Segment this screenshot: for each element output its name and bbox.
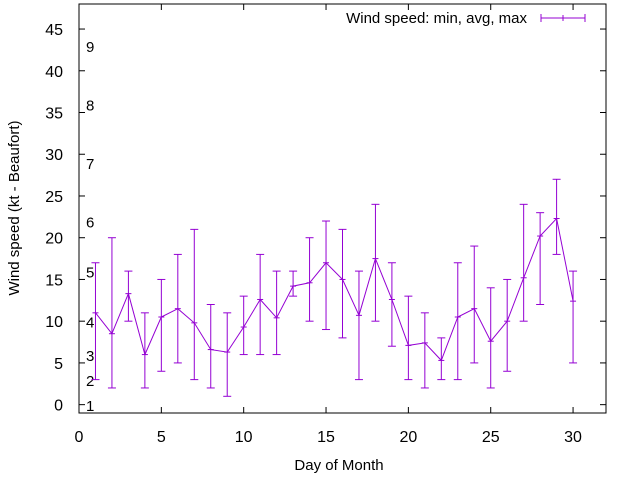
beaufort-label: 8 (86, 98, 94, 115)
y-axis-label: Wind speed (kt - Beaufort) (6, 120, 23, 295)
beaufort-label: 5 (86, 264, 94, 281)
y-tick-label: 40 (45, 64, 63, 81)
legend-label: Wind speed: min, avg, max (346, 10, 527, 27)
y-tick-label: 45 (45, 22, 63, 39)
x-tick-label: 5 (157, 429, 166, 446)
plot-frame (78, 3, 607, 414)
x-tick-label: 0 (75, 429, 84, 446)
y-tick-label: 10 (45, 314, 63, 331)
y-tick-label: 20 (45, 231, 63, 248)
beaufort-scale: 1 2 3 4 5 6 7 8 9 (86, 39, 94, 415)
x-tick-label: 15 (317, 429, 335, 446)
x-axis-label: Day of Month (294, 457, 383, 474)
x-tick-label: 30 (564, 429, 582, 446)
y-tick-label: 5 (54, 356, 63, 373)
beaufort-label: 3 (86, 348, 94, 365)
beaufort-label: 4 (86, 315, 94, 332)
x-tick-label: 10 (235, 429, 253, 446)
beaufort-label: 6 (86, 214, 94, 231)
beaufort-label: 1 (86, 398, 94, 415)
y-tick-label: 35 (45, 106, 63, 123)
beaufort-label: 9 (86, 39, 94, 56)
y-tick-label: 30 (45, 147, 63, 164)
beaufort-label: 7 (86, 156, 94, 173)
y-tick-label: 0 (54, 398, 63, 415)
legend: Wind speed: min, avg, max (346, 10, 586, 27)
x-axis: 0 5 10 15 20 25 30 (75, 4, 582, 446)
avg-line (95, 217, 574, 362)
x-tick-label: 25 (482, 429, 500, 446)
x-tick-label: 20 (399, 429, 417, 446)
beaufort-label: 2 (86, 373, 94, 390)
y-tick-label: 15 (45, 272, 63, 289)
series-layer (91, 178, 578, 397)
y-tick-label: 25 (45, 189, 63, 206)
